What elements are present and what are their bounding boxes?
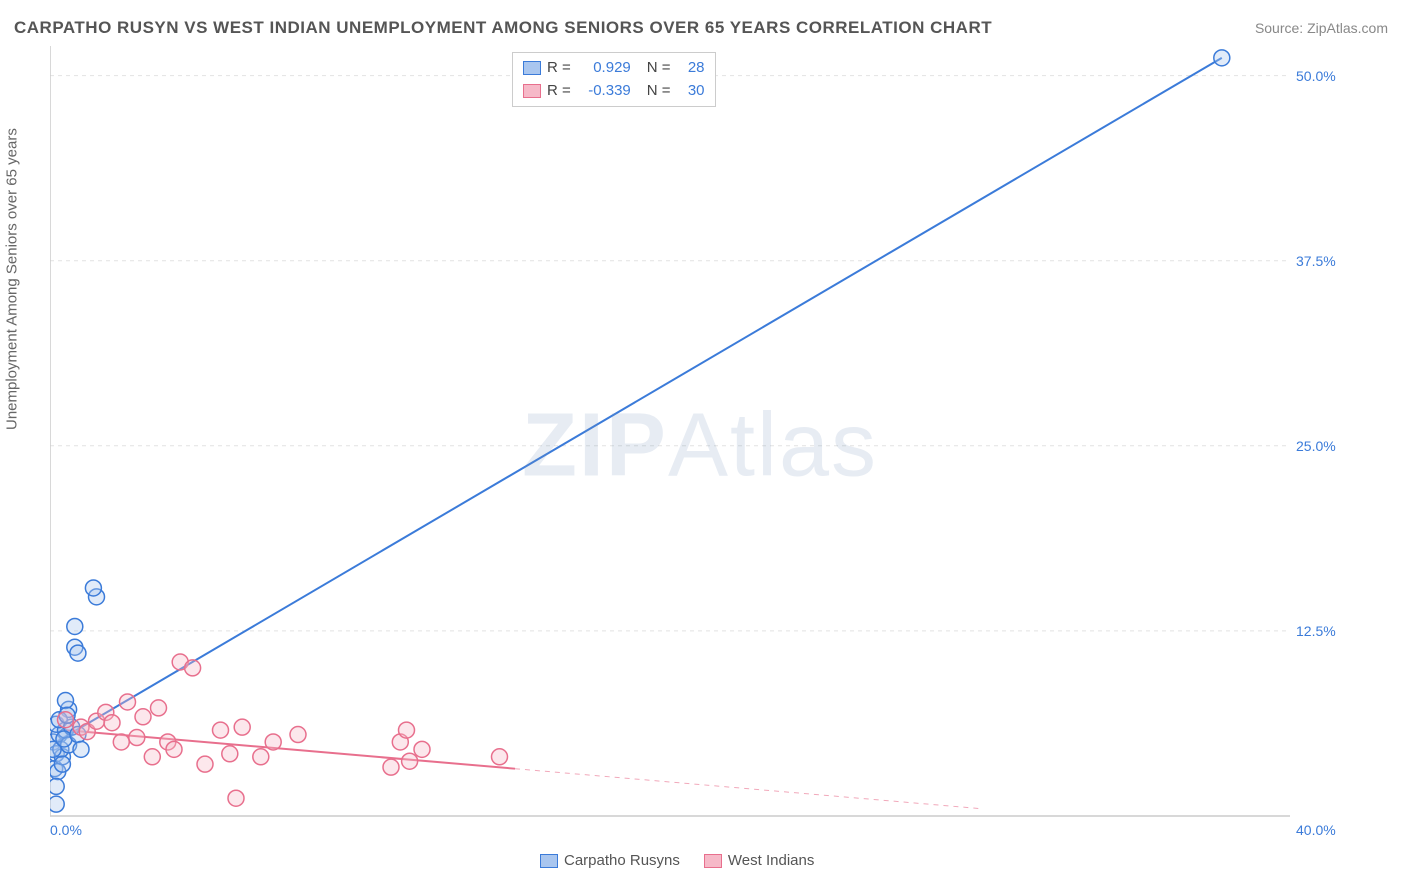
stats-legend: R = 0.929 N = 28 R = -0.339 N = 30 [512,52,716,107]
stats-row: R = 0.929 N = 28 [523,57,705,80]
y-axis-label: Unemployment Among Seniors over 65 years [4,128,21,430]
legend-item: West Indians [704,852,814,869]
series-swatch [704,854,722,868]
y-tick-label: 12.5% [1296,623,1346,639]
legend-item: Carpatho Rusyns [540,852,680,869]
series-swatch [523,84,541,98]
x-tick-label: 40.0% [1296,822,1336,838]
chart-title: CARPATHO RUSYN VS WEST INDIAN UNEMPLOYME… [14,18,992,38]
n-label: N = [647,57,671,80]
stats-row: R = -0.339 N = 30 [523,80,705,103]
r-label: R = [547,80,571,103]
series-swatch [540,854,558,868]
legend-label: West Indians [728,852,814,869]
n-value: 28 [677,57,705,80]
r-value: 0.929 [577,57,631,80]
n-value: 30 [677,80,705,103]
x-tick-label: 0.0% [50,822,82,838]
legend-label: Carpatho Rusyns [564,852,680,869]
plot-area: ZIPAtlas R =0.929N =28R =-0.339N =30 Car… [50,46,1350,846]
y-tick-label: 37.5% [1296,253,1346,269]
y-tick-label: 25.0% [1296,438,1346,454]
source-label: Source: ZipAtlas.com [1255,20,1388,36]
series-legend: Carpatho Rusyns West Indians [540,852,814,869]
n-label: N = [647,80,671,103]
y-tick-label: 50.0% [1296,68,1346,84]
r-value: -0.339 [577,80,631,103]
series-swatch [523,61,541,75]
r-label: R = [547,57,571,80]
scatter-chart [50,46,1350,846]
